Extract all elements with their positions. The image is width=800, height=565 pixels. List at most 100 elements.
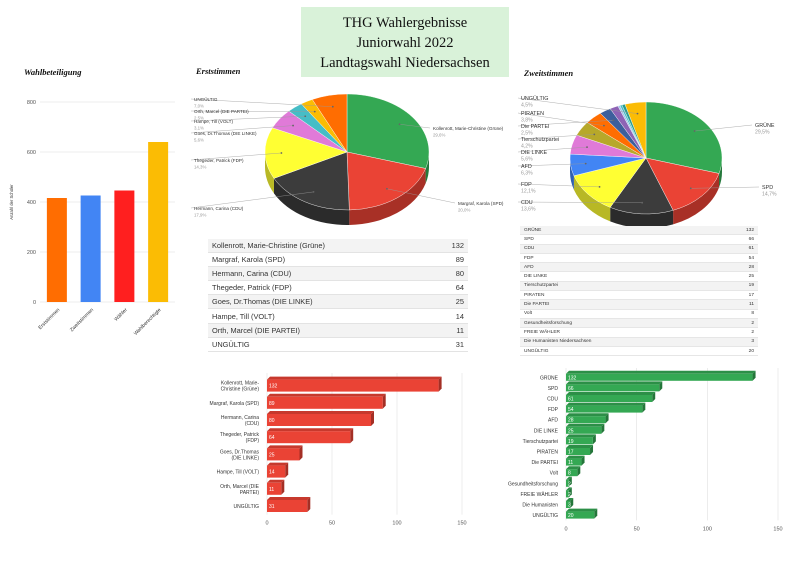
second-table-value: 11 — [716, 299, 758, 310]
first-slice-label: Orth, Marcel (DIE PARTEI) — [194, 109, 249, 114]
second-pie-slice — [645, 101, 723, 174]
second-bar — [566, 469, 578, 477]
second-slice-label: GRÜNE — [755, 122, 775, 129]
second-leader-dot — [636, 112, 639, 115]
second-leader-line — [517, 146, 588, 153]
second-table-row: DIE LINKE 25 — [520, 271, 758, 282]
second-y-tick: Gesundheitsforschung — [508, 481, 558, 487]
first-y-tick: Thegeder, Patrick — [220, 432, 260, 438]
first-table-row: Orth, Marcel (DIE PARTEI) 11 — [208, 323, 468, 338]
first-bar-top — [267, 411, 374, 414]
first-y-tick: (CDU) — [245, 421, 259, 427]
first-slice-label: Goes, Dr.Thomas (DIE LINKE) — [194, 131, 257, 136]
second-bar-side — [570, 498, 574, 508]
turnout-x-tick: Erststimmen — [37, 307, 61, 331]
second-slice-pct: 4,5% — [521, 103, 533, 109]
second-bar-side — [568, 487, 572, 498]
second-bar-value: 2 — [568, 481, 571, 487]
first-table-value: 25 — [430, 294, 468, 310]
second-bar-value: 20 — [568, 513, 574, 519]
second-slice-pct: 5,6% — [521, 157, 533, 163]
second-leader-dot — [593, 133, 596, 136]
second-leader-line — [690, 186, 760, 189]
second-bar — [566, 458, 582, 466]
second-slice-label: UNGÜLTIG — [521, 95, 548, 102]
second-slice-pct: 13,6% — [521, 207, 536, 213]
first-y-tick: Margraf, Karola (SPD) — [210, 401, 260, 407]
second-bar-side — [652, 392, 656, 402]
first-table-value: 31 — [430, 337, 468, 352]
second-slice-label: AFD — [521, 164, 532, 170]
first-y-tick: Orth, Marcel (DIE — [220, 484, 260, 490]
second-x-tick: 50 — [634, 526, 640, 532]
first-table-row: Thegeder, Patrick (FDP) 64 — [208, 280, 468, 296]
second-leader-dot — [641, 201, 644, 204]
second-bar — [566, 437, 593, 445]
first-leader-dot — [292, 124, 294, 127]
second-leader-line — [517, 183, 600, 188]
second-bar-side — [601, 423, 605, 434]
second-y-tick: Volt — [550, 471, 559, 477]
second-bar-top — [566, 413, 609, 417]
first-slice-pct: 2,5% — [194, 116, 204, 121]
first-pie-side — [349, 168, 426, 225]
second-table-label: AFD — [520, 262, 717, 273]
second-table-label: Gesundheitsforschung — [520, 318, 717, 329]
first-bar-value: 80 — [269, 418, 275, 424]
first-leader-line — [386, 188, 456, 204]
first-bar — [267, 465, 286, 478]
second-table-value: 61 — [716, 244, 758, 254]
first-slice-label: Kollenrott, Marie-Christine (Grüne) — [433, 126, 504, 131]
second-bar-side — [594, 508, 598, 519]
second-slice-label: DIE LINKE — [521, 150, 547, 156]
second-slice-pct: 12,1% — [521, 189, 536, 195]
second-bar — [566, 416, 606, 424]
second-bar-side — [605, 413, 609, 424]
second-table-row: Volt 8 — [520, 309, 758, 319]
second-table-value: 2 — [716, 318, 758, 329]
second-table-value: 20 — [716, 346, 758, 357]
second-table-row: GRÜNE 132 — [520, 226, 758, 236]
first-bar-top — [267, 445, 303, 449]
second-bar-top — [566, 455, 585, 459]
first-table-label: Kollenrott, Marie-Christine (Grüne) — [208, 239, 431, 254]
first-bar-top — [267, 462, 289, 466]
second-table-value: 17 — [716, 290, 758, 301]
second-bar-side — [568, 476, 572, 487]
second-slice-pct: 4,2% — [521, 144, 533, 150]
second-slice-pct: 29,5% — [755, 130, 770, 136]
second-bar-top — [566, 508, 598, 512]
second-bar-value: 132 — [568, 375, 577, 381]
second-bar-top — [566, 434, 596, 438]
second-bar-top — [566, 487, 572, 491]
first-bar — [267, 448, 300, 461]
turnout-bar — [114, 190, 135, 302]
second-leader-line — [694, 124, 753, 132]
second-bar — [566, 384, 660, 392]
second-table-label: FREIE WÄHLER — [520, 327, 717, 338]
first-bar-side — [382, 393, 386, 409]
second-bar-value: 28 — [568, 418, 574, 424]
first-table-row: Hermann, Carina (CDU) 80 — [208, 266, 468, 282]
report-title: THG Wahlergebnisse Juniorwahl 2022 Landt… — [301, 7, 509, 77]
second-slice-label: Die PARTEI — [521, 124, 550, 130]
second-y-tick: UNGÜLTIG — [533, 512, 559, 519]
first-bar — [267, 396, 383, 409]
first-bar-value: 31 — [269, 504, 275, 510]
first-bar — [267, 500, 308, 512]
first-bar-side — [299, 445, 303, 461]
first-slice-pct: 5,6% — [194, 138, 204, 143]
second-bar-side — [577, 466, 581, 477]
second-bar-value: 8 — [568, 471, 571, 477]
second-table-label: UNGÜLTIG — [520, 346, 717, 357]
second-table-row: PIRATEN 17 — [520, 290, 758, 301]
first-bar-value: 25 — [269, 452, 275, 458]
second-bar-top — [566, 402, 646, 406]
second-bar — [566, 426, 602, 434]
second-bar — [566, 490, 569, 498]
first-table-row: Margraf, Karola (SPD) 89 — [208, 252, 468, 268]
first-x-tick: 100 — [392, 521, 401, 527]
second-y-tick: DIE LINKE — [534, 428, 559, 434]
first-bar-side — [307, 497, 311, 512]
second-bar-top — [566, 466, 581, 470]
